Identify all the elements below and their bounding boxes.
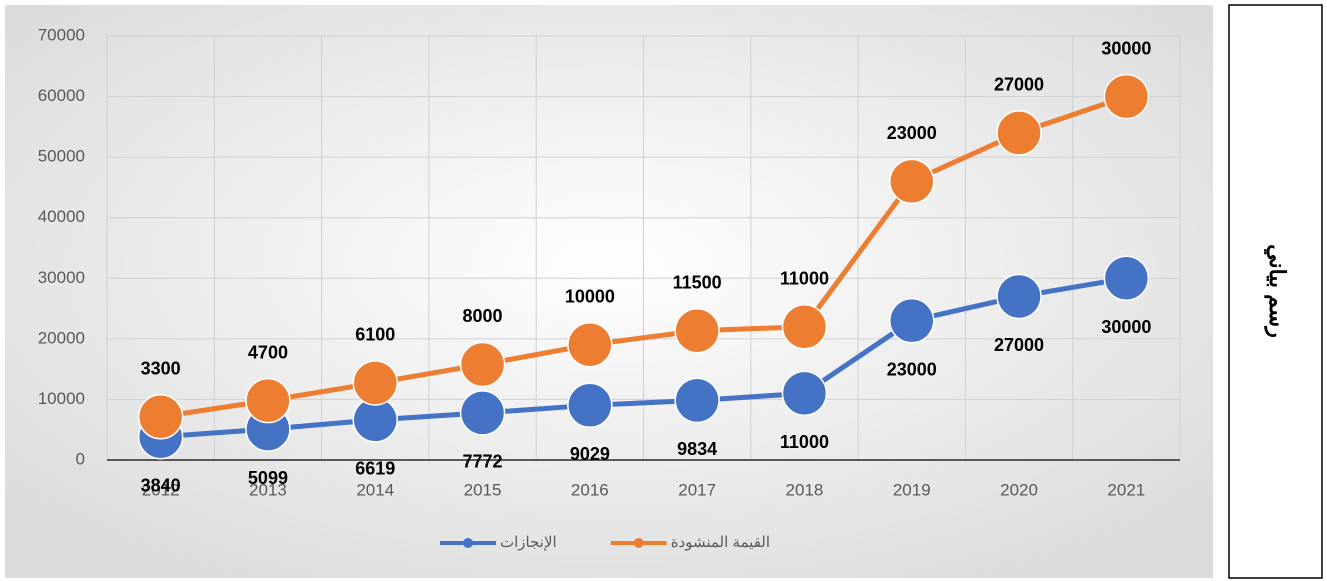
side-box	[1228, 4, 1323, 579]
data-label: 11500	[673, 273, 722, 293]
y-tick-label: 20000	[38, 328, 85, 347]
data-label: 8000	[463, 306, 503, 326]
marker	[1103, 255, 1150, 302]
data-label: 23000	[887, 123, 937, 143]
data-label: 3300	[141, 359, 181, 379]
x-tick-label: 2013	[249, 480, 287, 499]
marker	[137, 394, 184, 440]
x-tick-label: 2017	[678, 480, 716, 499]
data-label: 27000	[994, 335, 1044, 355]
marker	[1103, 73, 1150, 120]
y-tick-label: 40000	[38, 207, 85, 226]
x-tick-label: 2021	[1107, 480, 1145, 499]
marker	[567, 321, 613, 368]
data-label: 10000	[565, 286, 615, 306]
y-tick-label: 30000	[38, 268, 85, 287]
data-label: 6100	[355, 325, 395, 345]
y-tick-label: 0	[76, 449, 85, 468]
marker	[996, 273, 1042, 320]
data-label: 11000	[780, 432, 829, 452]
data-label: 30000	[1101, 38, 1151, 58]
y-tick-label: 10000	[38, 389, 85, 408]
marker	[567, 382, 613, 429]
legend-marker	[463, 538, 473, 548]
marker	[889, 158, 935, 205]
marker	[889, 297, 935, 344]
y-tick-label: 50000	[38, 147, 85, 166]
x-tick-label: 2018	[786, 480, 824, 499]
series-line	[160, 275, 1127, 440]
marker	[674, 308, 720, 354]
marker	[781, 370, 828, 417]
data-label: 9029	[570, 444, 610, 464]
legend-marker	[633, 538, 644, 548]
legend-label: القيمة المنشودة	[671, 534, 770, 551]
data-label: 30000	[1101, 317, 1151, 337]
marker	[459, 390, 506, 436]
data-label: 23000	[887, 359, 937, 379]
y-tick-label: 70000	[38, 25, 85, 44]
x-tick-label: 2014	[356, 480, 394, 499]
marker	[781, 303, 828, 350]
x-tick-label: 2012	[142, 480, 180, 499]
data-label: 11000	[780, 268, 829, 288]
x-tick-label: 2020	[1000, 480, 1038, 499]
data-label: 6619	[355, 459, 395, 479]
x-tick-label: 2019	[893, 480, 931, 499]
side-label: رسم بياني	[1264, 244, 1290, 338]
marker	[674, 377, 720, 424]
marker	[245, 377, 291, 424]
marker	[352, 360, 398, 406]
data-label: 4700	[248, 342, 288, 362]
data-label: 7772	[463, 452, 503, 472]
legend-label: الإنجازات	[500, 534, 557, 551]
data-label: 3840	[141, 475, 181, 495]
data-label: 9834	[677, 439, 717, 459]
data-label: 5099	[248, 468, 288, 488]
plot: 0 10000 20000 30000 40000 50000 60000 70000 2012…	[38, 25, 1181, 551]
marker	[459, 341, 506, 388]
x-tick-label: 2016	[571, 480, 609, 499]
x-tick-label: 2015	[464, 480, 502, 499]
marker	[996, 110, 1042, 156]
data-label: 27000	[994, 75, 1044, 95]
series-line	[160, 94, 1128, 420]
y-tick-label: 60000	[38, 86, 85, 105]
